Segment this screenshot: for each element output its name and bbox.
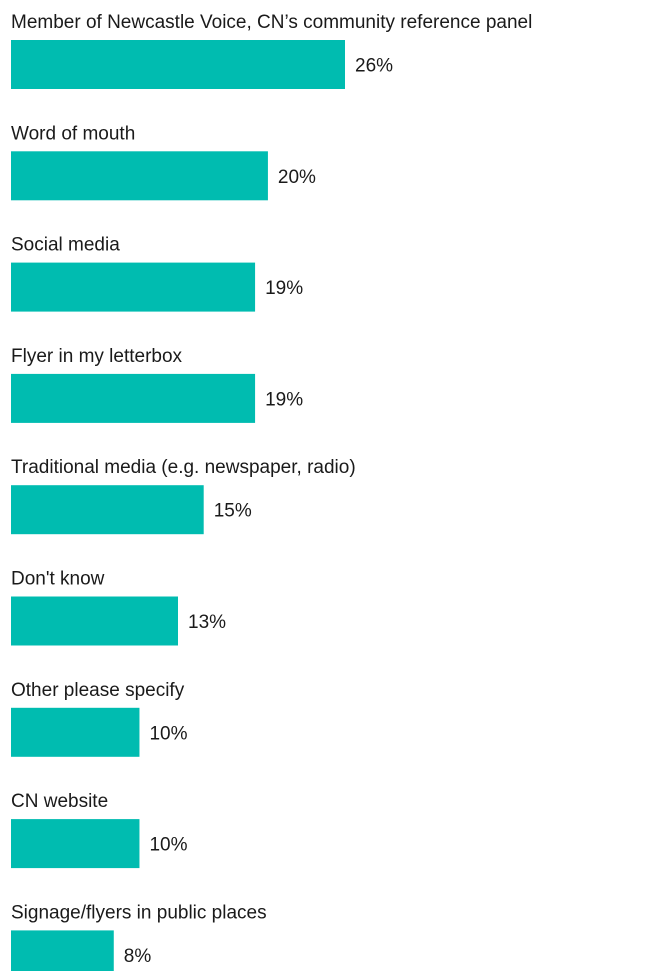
category-label: Social media (11, 235, 120, 256)
bar (11, 930, 114, 971)
category-label: Member of Newcastle Voice, CN’s communit… (11, 12, 532, 33)
bar (11, 596, 178, 646)
category-label: Word of mouth (11, 123, 135, 144)
category-label: Don't know (11, 569, 105, 590)
category-label: Other please specify (11, 680, 185, 701)
bar (11, 262, 256, 312)
value-label: 10% (149, 723, 187, 744)
value-label: 13% (188, 612, 226, 633)
value-label: 19% (265, 278, 303, 299)
category-label: Signage/flyers in public places (11, 902, 267, 923)
category-label: CN website (11, 791, 108, 812)
bar (11, 40, 345, 89)
bar (11, 373, 256, 423)
value-label: 19% (265, 389, 303, 410)
value-label: 20% (278, 167, 316, 188)
bar (11, 819, 140, 869)
value-label: 10% (149, 835, 187, 856)
bar (11, 707, 140, 757)
bar (11, 485, 204, 535)
category-label: Traditional media (e.g. newspaper, radio… (11, 457, 356, 478)
value-label: 8% (124, 946, 152, 967)
bar (11, 151, 268, 201)
value-label: 15% (214, 501, 252, 522)
category-label: Flyer in my letterbox (11, 346, 183, 367)
value-label: 26% (355, 56, 393, 77)
